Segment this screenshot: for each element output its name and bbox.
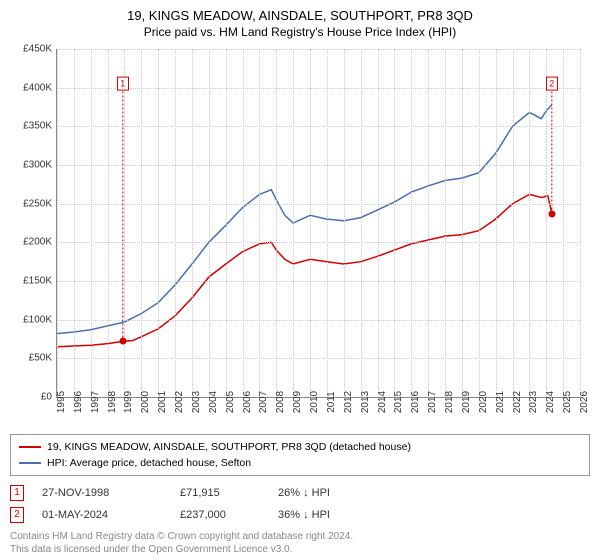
chart-subtitle: Price paid vs. HM Land Registry's House … bbox=[10, 25, 590, 39]
gridline-vertical bbox=[428, 49, 429, 397]
gridline-vertical bbox=[158, 49, 159, 397]
gridline-vertical bbox=[496, 49, 497, 397]
gridline-vertical bbox=[310, 49, 311, 397]
gridline-vertical bbox=[293, 49, 294, 397]
y-axis-label: £400K bbox=[10, 82, 52, 93]
footer-line-2: This data is licensed under the Open Gov… bbox=[10, 543, 590, 556]
gridline-vertical bbox=[479, 49, 480, 397]
sale-row-marker: 1 bbox=[10, 485, 24, 501]
gridline-horizontal bbox=[57, 358, 580, 359]
title-block: 19, KINGS MEADOW, AINSDALE, SOUTHPORT, P… bbox=[10, 8, 590, 45]
gridline-vertical bbox=[445, 49, 446, 397]
sale-marker-flag: 2 bbox=[546, 76, 558, 90]
legend-swatch bbox=[19, 462, 41, 464]
legend-item: 19, KINGS MEADOW, AINSDALE, SOUTHPORT, P… bbox=[19, 439, 581, 455]
gridline-vertical bbox=[108, 49, 109, 397]
gridline-vertical bbox=[74, 49, 75, 397]
gridline-vertical bbox=[361, 49, 362, 397]
sale-date: 01-MAY-2024 bbox=[42, 509, 162, 521]
y-axis-label: £450K bbox=[10, 44, 52, 55]
gridline-vertical bbox=[394, 49, 395, 397]
gridline-horizontal bbox=[57, 126, 580, 127]
legend-item: HPI: Average price, detached house, Seft… bbox=[19, 455, 581, 471]
legend-label: 19, KINGS MEADOW, AINSDALE, SOUTHPORT, P… bbox=[47, 441, 411, 453]
gridline-vertical bbox=[209, 49, 210, 397]
gridline-vertical bbox=[378, 49, 379, 397]
gridline-horizontal bbox=[57, 281, 580, 282]
gridline-vertical bbox=[513, 49, 514, 397]
figure-container: 19, KINGS MEADOW, AINSDALE, SOUTHPORT, P… bbox=[0, 0, 600, 560]
gridline-horizontal bbox=[57, 242, 580, 243]
gridline-vertical bbox=[124, 49, 125, 397]
y-axis-label: £200K bbox=[10, 237, 52, 248]
y-axis-label: £350K bbox=[10, 121, 52, 132]
gridline-vertical bbox=[529, 49, 530, 397]
chart-area: 12 £0£50K£100K£150K£200K£250K£300K£350K£… bbox=[10, 45, 590, 428]
gridline-horizontal bbox=[57, 49, 580, 50]
sale-marker-dot bbox=[119, 338, 126, 345]
gridline-vertical bbox=[243, 49, 244, 397]
gridline-vertical bbox=[462, 49, 463, 397]
gridline-vertical bbox=[57, 49, 58, 397]
gridline-vertical bbox=[259, 49, 260, 397]
gridline-vertical bbox=[91, 49, 92, 397]
gridline-vertical bbox=[580, 49, 581, 397]
sale-date: 27-NOV-1998 bbox=[42, 487, 162, 499]
gridline-vertical bbox=[344, 49, 345, 397]
y-axis-label: £50K bbox=[10, 353, 52, 364]
sale-point-table: 1 27-NOV-1998 £71,915 26% ↓ HPI 2 01-MAY-2024… bbox=[10, 482, 590, 526]
gridline-vertical bbox=[226, 49, 227, 397]
gridline-vertical bbox=[411, 49, 412, 397]
legend-label: HPI: Average price, detached house, Seft… bbox=[47, 457, 251, 469]
y-axis-label: £150K bbox=[10, 276, 52, 287]
sale-row: 1 27-NOV-1998 £71,915 26% ↓ HPI bbox=[10, 482, 590, 504]
sale-price: £237,000 bbox=[180, 509, 260, 521]
legend-swatch bbox=[19, 446, 41, 448]
gridline-vertical bbox=[276, 49, 277, 397]
gridline-vertical bbox=[563, 49, 564, 397]
sale-price: £71,915 bbox=[180, 487, 260, 499]
y-axis-label: £300K bbox=[10, 160, 52, 171]
sale-row-marker: 2 bbox=[10, 507, 24, 523]
gridline-vertical bbox=[192, 49, 193, 397]
y-axis-label: £0 bbox=[10, 392, 52, 403]
gridline-horizontal bbox=[57, 320, 580, 321]
legend: 19, KINGS MEADOW, AINSDALE, SOUTHPORT, P… bbox=[10, 434, 590, 476]
sale-marker-dot bbox=[548, 210, 555, 217]
sale-hpi-diff: 36% ↓ HPI bbox=[278, 509, 388, 521]
y-axis-label: £250K bbox=[10, 198, 52, 209]
gridline-vertical bbox=[546, 49, 547, 397]
gridline-horizontal bbox=[57, 204, 580, 205]
sale-row: 2 01-MAY-2024 £237,000 36% ↓ HPI bbox=[10, 504, 590, 526]
footer-attribution: Contains HM Land Registry data © Crown c… bbox=[10, 530, 590, 556]
footer-line-1: Contains HM Land Registry data © Crown c… bbox=[10, 530, 590, 543]
gridline-horizontal bbox=[57, 88, 580, 89]
x-axis-label: 2026 bbox=[579, 391, 600, 413]
sale-marker-flag: 1 bbox=[117, 76, 129, 90]
y-axis-label: £100K bbox=[10, 314, 52, 325]
gridline-vertical bbox=[175, 49, 176, 397]
gridline-vertical bbox=[141, 49, 142, 397]
sale-hpi-diff: 26% ↓ HPI bbox=[278, 487, 388, 499]
plot-region: 12 bbox=[56, 49, 580, 398]
chart-title: 19, KINGS MEADOW, AINSDALE, SOUTHPORT, P… bbox=[10, 8, 590, 23]
gridline-horizontal bbox=[57, 165, 580, 166]
gridline-vertical bbox=[327, 49, 328, 397]
line-series-svg bbox=[57, 49, 580, 397]
series-line-hpi bbox=[57, 105, 552, 334]
